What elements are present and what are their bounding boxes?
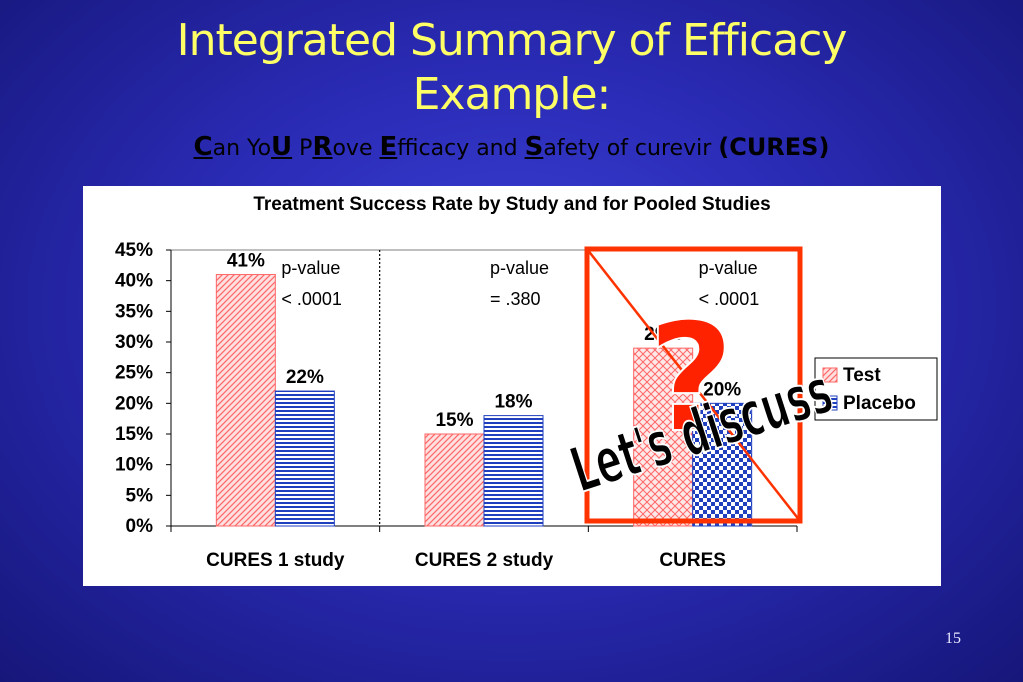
data-label-placebo: 20% <box>703 379 741 400</box>
p-value-result: < .0001 <box>281 289 342 309</box>
legend-swatch <box>822 367 838 383</box>
page-number: 15 <box>945 630 961 647</box>
chart-title: Treatment Success Rate by Study and for … <box>253 194 771 215</box>
slide-title-line1: Integrated Summary of Efficacy <box>176 15 848 66</box>
legend-swatch <box>822 395 838 411</box>
x-category-label: CURES 2 study <box>415 550 554 571</box>
subtitle-letter-r: R <box>312 132 333 162</box>
y-tick-label: 0% <box>126 516 154 537</box>
bar-placebo <box>692 402 753 527</box>
p-value-label: p-value <box>490 258 549 278</box>
bar-test <box>424 433 485 527</box>
y-tick-label: 10% <box>115 455 153 476</box>
bar-test <box>633 347 694 527</box>
legend-label: Placebo <box>843 393 916 414</box>
p-value-label: p-value <box>699 258 758 278</box>
data-label-test: 15% <box>435 410 473 431</box>
y-tick-label: 5% <box>126 485 154 506</box>
y-tick-label: 45% <box>115 240 153 261</box>
subtitle-letter-e: E <box>379 132 398 162</box>
slide-subtitle: Can YoU PRove Efficacy and Safety of cur… <box>0 132 1023 162</box>
question-mark-icon: ? <box>647 292 734 466</box>
data-label-test: 29% <box>644 324 682 345</box>
slide-title-line2: Example: <box>412 69 612 120</box>
y-tick-label: 25% <box>115 363 153 384</box>
p-value-label: p-value <box>281 258 340 278</box>
subtitle-letter-u: U <box>271 132 293 162</box>
y-tick-label: 35% <box>115 301 153 322</box>
data-label-test: 41% <box>227 251 265 272</box>
data-label-placebo: 18% <box>494 392 532 413</box>
x-category-label: CURES <box>659 550 726 571</box>
subtitle-text: an Yo <box>212 136 272 161</box>
subtitle-text: P <box>292 136 313 161</box>
subtitle-text: afety of curevir <box>543 136 719 161</box>
y-tick-label: 15% <box>115 424 153 445</box>
highlight-box <box>584 246 803 524</box>
p-value-result: = .380 <box>490 289 541 309</box>
bar-test <box>215 274 276 527</box>
y-tick-label: 20% <box>115 393 153 414</box>
data-label-placebo: 22% <box>286 367 324 388</box>
bar-placebo <box>483 415 544 527</box>
subtitle-acronym: (CURES) <box>718 133 830 161</box>
subtitle-letter-s: S <box>524 132 544 162</box>
y-tick-label: 40% <box>115 271 153 292</box>
subtitle-text: ove <box>332 136 380 161</box>
chart-panel: Treatment Success Rate by Study and for … <box>83 186 941 586</box>
legend-label: Test <box>843 365 881 386</box>
bar-chart: 0% 5% 10% 15% 20% 25% 30% 35% 40% 45% 41% 22% CURES … <box>115 240 938 571</box>
p-value-result: < .0001 <box>699 289 760 309</box>
y-tick-label: 30% <box>115 332 153 353</box>
subtitle-text: fficacy and <box>397 136 525 161</box>
bar-placebo <box>274 390 335 527</box>
strike-diagonal <box>586 248 801 522</box>
subtitle-letter-c: C <box>193 132 213 162</box>
x-category-label: CURES 1 study <box>206 550 345 571</box>
